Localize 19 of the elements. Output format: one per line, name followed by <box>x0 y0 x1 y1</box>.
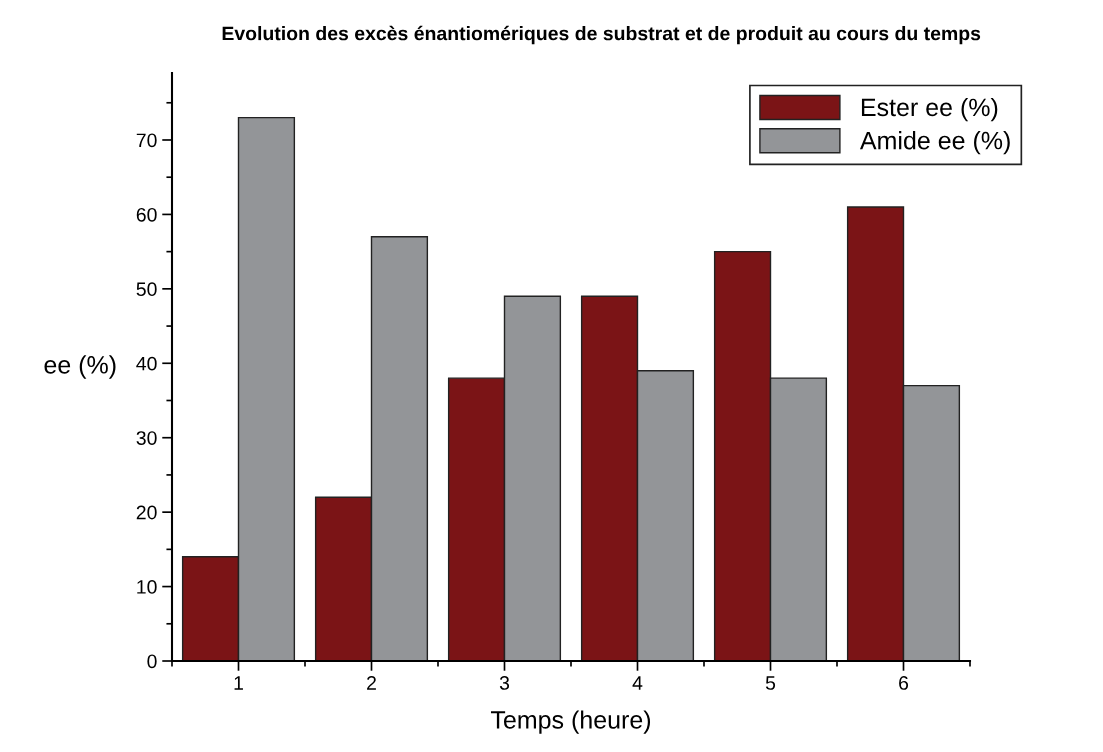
legend-label: Ester ee (%) <box>861 97 998 122</box>
y-axis-title: ee (%) <box>44 355 116 379</box>
y-tick-label: 20 <box>136 505 157 520</box>
x-tick-label: 1 <box>234 676 243 690</box>
x-axis-title: Temps (heure) <box>490 710 651 734</box>
chart-title: Evolution des excès énantiomériques de substrat et de produit au cours du temps <box>222 25 981 45</box>
y-tick-label: 40 <box>136 356 157 371</box>
x-tick-label: 4 <box>632 676 643 690</box>
y-tick-label: 60 <box>136 207 157 222</box>
x-tick-label: 6 <box>899 676 909 690</box>
x-tick-label: 2 <box>367 676 376 690</box>
y-tick-label: 50 <box>136 282 157 297</box>
y-tick-label: 30 <box>136 431 157 445</box>
x-tick-label: 3 <box>499 676 510 690</box>
y-tick-label: 0 <box>147 654 157 669</box>
x-tick-label: 5 <box>765 676 776 690</box>
y-tick-label: 10 <box>137 580 157 594</box>
y-tick-label: 70 <box>136 133 157 148</box>
legend-label: Amide ee (%) <box>859 131 1010 155</box>
